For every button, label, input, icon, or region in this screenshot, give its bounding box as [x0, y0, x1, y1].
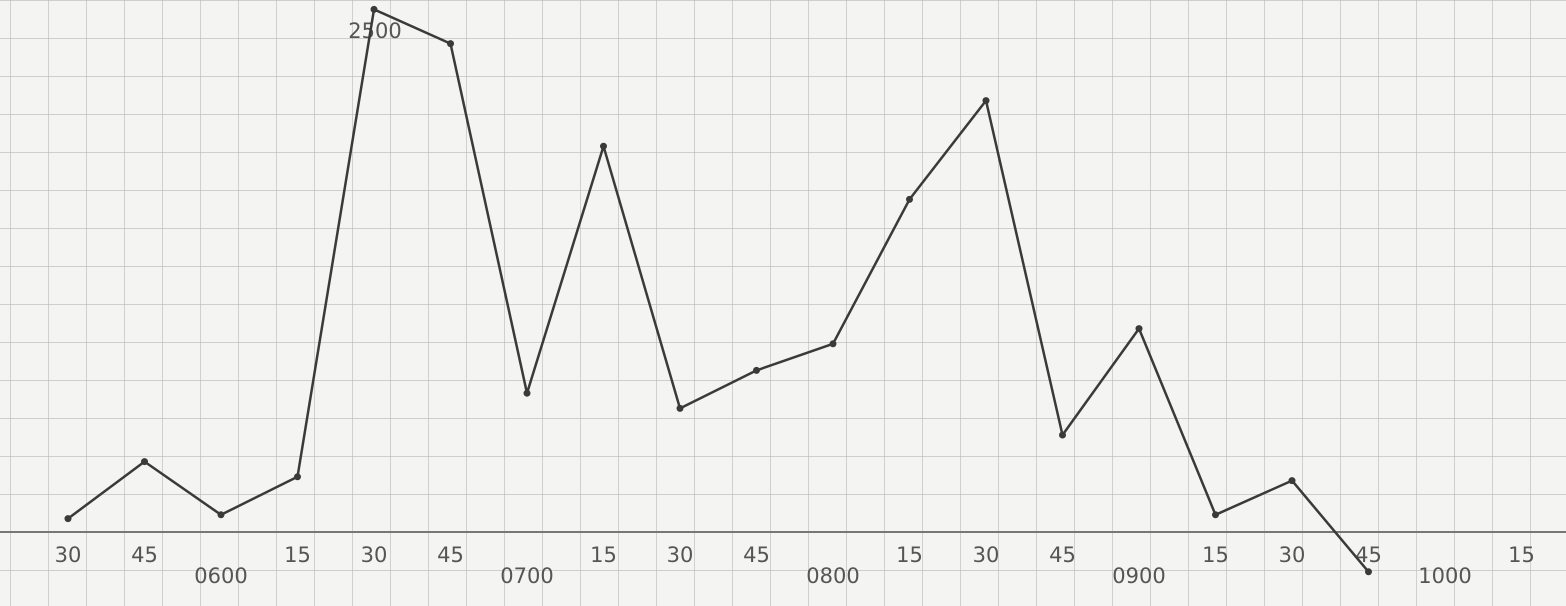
- x-tick-label: 45: [743, 543, 770, 567]
- point: [676, 404, 684, 412]
- x-tick-label: 45: [1355, 543, 1382, 567]
- point: [1135, 325, 1143, 333]
- x-tick-label: 45: [437, 543, 464, 567]
- point: [217, 511, 225, 519]
- x-tick-label: 45: [131, 543, 158, 567]
- point: [1365, 568, 1372, 576]
- point: [294, 473, 301, 481]
- x-tick-label: 45: [1049, 543, 1076, 567]
- point: [829, 340, 837, 348]
- point: [141, 458, 148, 466]
- x-tick-label: 0900: [1112, 564, 1165, 588]
- x-tick-label: 30: [1279, 543, 1306, 567]
- point: [1288, 477, 1296, 485]
- point: [753, 366, 760, 374]
- x-tick-label: 15: [590, 543, 617, 567]
- point: [600, 142, 607, 150]
- x-tick-label: 0800: [806, 564, 859, 588]
- point: [1059, 431, 1066, 439]
- point: [1212, 511, 1219, 519]
- x-tick-label: 30: [361, 543, 388, 567]
- x-tick-label: 30: [973, 543, 1000, 567]
- x-tick-label: 15: [896, 543, 923, 567]
- x-tick-label: 30: [55, 543, 82, 567]
- x-tick-label: 0600: [194, 564, 247, 588]
- x-tick-label: 1000: [1418, 564, 1471, 588]
- point: [982, 97, 990, 105]
- point: [447, 40, 454, 48]
- point: [64, 515, 72, 523]
- annotation: 2500: [348, 19, 401, 43]
- point: [523, 389, 531, 397]
- x-tick-label: 15: [284, 543, 311, 567]
- x-tick-label: 30: [667, 543, 694, 567]
- line: [67, 8, 1370, 573]
- x-tick-label: 15: [1508, 543, 1535, 567]
- point: [370, 5, 378, 13]
- x-tick-label: 15: [1202, 543, 1229, 567]
- point: [906, 195, 913, 203]
- x-tick-label: 0700: [500, 564, 553, 588]
